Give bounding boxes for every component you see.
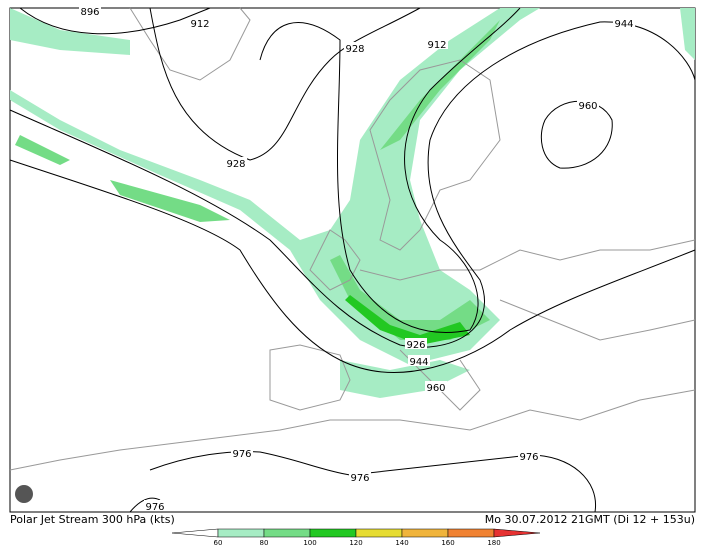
- legend-tick-label: 80: [260, 539, 269, 546]
- footer-date: Mo 30.07.2012 21GMT (Di 12 + 153u): [485, 513, 695, 526]
- legend-tick-label: 180: [487, 539, 500, 546]
- jet-areas: [10, 8, 695, 398]
- logo: [15, 485, 33, 503]
- contour-label: 944: [614, 19, 633, 30]
- contour-label-bg: [426, 38, 448, 49]
- contour-label-bg: [577, 99, 599, 110]
- footer-title: Polar Jet Stream 300 hPa (kts): [10, 513, 175, 526]
- contour-label-bg: [189, 17, 211, 28]
- legend-swatch: [447, 528, 495, 538]
- contour-label: 960: [426, 383, 445, 394]
- contour-label: 944: [409, 357, 428, 368]
- contour-label: 976: [232, 449, 251, 460]
- legend-arrow-right: [493, 528, 541, 538]
- contour-label-bg: [613, 17, 635, 28]
- coastlines: [9, 7, 696, 471]
- contour-label: 896: [80, 7, 99, 18]
- contour-label: 928: [226, 159, 245, 170]
- legend-tick-label: 60: [214, 539, 223, 546]
- legend-tick-label: 140: [395, 539, 408, 546]
- legend-arrow-left: [171, 528, 219, 538]
- contour-label-bg: [408, 355, 430, 366]
- contour-label-bg: [349, 471, 371, 482]
- contour-label-bg: [144, 500, 166, 511]
- contour-label-bg: [225, 157, 247, 168]
- legend-swatch: [401, 528, 449, 538]
- contour-label-bg: [425, 381, 447, 392]
- contour-label: 912: [190, 19, 209, 30]
- legend-tick-label: 160: [441, 539, 454, 546]
- contour-label: 976: [519, 452, 538, 463]
- contour-label: 912: [427, 40, 446, 51]
- contour-label-bg: [344, 42, 366, 53]
- contour-label-bg: [405, 338, 427, 349]
- legend-tick-label: 100: [303, 539, 316, 546]
- contour-label-bg: [231, 447, 253, 458]
- legend-swatch: [217, 528, 265, 538]
- contour-label: 976: [350, 473, 369, 484]
- contour-label: 960: [578, 101, 597, 112]
- contour-label-bg: [79, 5, 101, 16]
- contour-label-bg: [518, 450, 540, 461]
- contour-label: 926: [406, 340, 425, 351]
- legend-swatch: [355, 528, 403, 538]
- legend-swatch: [263, 528, 311, 538]
- legend-tick-label: 120: [349, 539, 362, 546]
- contour-label: 976: [145, 502, 164, 513]
- legend-swatch: [309, 528, 357, 538]
- contour-label: 928: [345, 44, 364, 55]
